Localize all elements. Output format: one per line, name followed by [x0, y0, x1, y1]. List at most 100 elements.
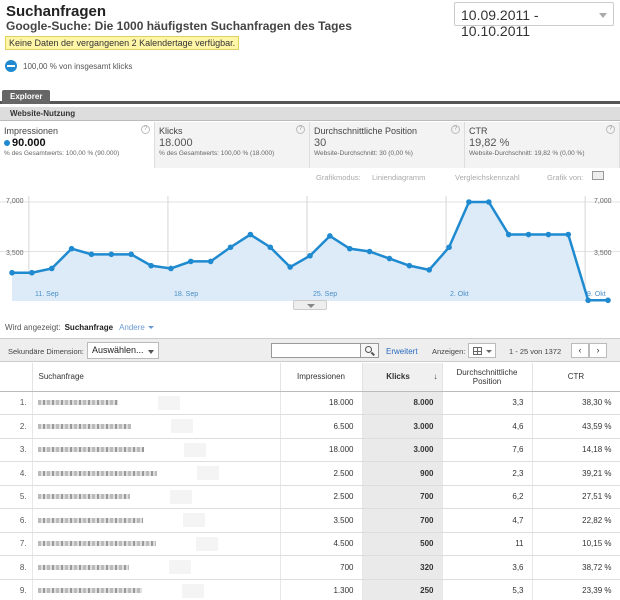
- row-ctr: 38,30 %: [532, 391, 620, 415]
- row-impressions: 1.300: [280, 579, 363, 600]
- compare-metric-select[interactable]: Vergleichskennzahl: [455, 173, 520, 182]
- row-impressions: 18.000: [280, 438, 363, 462]
- row-query[interactable]: [32, 391, 281, 415]
- metric-sub: % des Gesamtwerts: 100,00 % (18.000): [159, 150, 275, 157]
- help-icon[interactable]: ?: [141, 125, 150, 134]
- data-point: [346, 245, 353, 252]
- row-query[interactable]: [32, 508, 281, 533]
- next-page-button[interactable]: ›: [589, 343, 607, 358]
- subtab-website-usage[interactable]: Website-Nutzung: [0, 107, 620, 121]
- data-point: [168, 265, 174, 272]
- metric-scorecards: Impressionen 90.000 % des Gesamtwerts: 1…: [0, 122, 620, 168]
- date-range-value: 10.09.2011 - 10.10.2011: [461, 7, 539, 39]
- data-point: [426, 267, 433, 273]
- help-icon[interactable]: ?: [606, 125, 615, 134]
- data-point: [446, 244, 452, 251]
- page-subtitle: Google-Suche: Die 1000 häufigsten Suchan…: [6, 19, 352, 33]
- redacted-query-text: [37, 517, 143, 523]
- metric-sub: Website-Durchschnitt: 30 (0,00 %): [314, 150, 413, 157]
- row-ctr: 23,39 %: [532, 579, 620, 600]
- data-point: [486, 199, 492, 205]
- row-index: 6.: [0, 508, 33, 533]
- metric-clicks[interactable]: Klicks 18.000 % des Gesamtwerts: 100,00 …: [155, 122, 310, 168]
- col-query[interactable]: Suchanfrage: [32, 363, 281, 392]
- row-impressions: 4.500: [280, 532, 363, 556]
- metric-value: 90.000: [4, 137, 150, 149]
- row-avg-position: 4,6: [442, 414, 533, 439]
- x-tick-label: 18. Sep: [174, 291, 199, 298]
- y-tick-right-top: 7,000: [594, 198, 612, 205]
- graph-by-icon[interactable]: [592, 171, 604, 180]
- redacted-query-text: [37, 447, 144, 453]
- redacted-block: [157, 395, 180, 410]
- secondary-dimension-label: Sekundäre Dimension:: [8, 347, 84, 356]
- table-row[interactable]: 8. 700 320 3,6 38,72 %: [0, 555, 620, 580]
- graph-options: Grafikmodus: Liniendiagramm Vergleichske…: [0, 171, 620, 183]
- series-dot-icon: [4, 140, 10, 147]
- table-row[interactable]: 6. 3.500 700 4,7 22,82 %: [0, 508, 620, 533]
- help-icon[interactable]: ?: [451, 125, 460, 134]
- row-query[interactable]: [32, 438, 281, 462]
- row-query[interactable]: [32, 485, 281, 509]
- row-query[interactable]: [32, 579, 281, 600]
- graph-mode-select[interactable]: Liniendiagramm: [372, 173, 426, 182]
- col-ctr[interactable]: CTR: [532, 363, 620, 392]
- row-clicks: 900: [362, 461, 443, 486]
- table-row[interactable]: 1. 18.000 8.000 3,3 38,30 %: [0, 391, 620, 415]
- metric-ctr[interactable]: CTR 19,82 % Website-Durchschnitt: 19,82 …: [465, 122, 620, 168]
- table-row[interactable]: 2. 6.500 3.000 4,6 43,59 %: [0, 414, 620, 439]
- data-point: [525, 231, 532, 238]
- metric-impressions[interactable]: Impressionen 90.000 % des Gesamtwerts: 1…: [0, 122, 155, 168]
- table-row[interactable]: 4. 2.500 900 2,3 39,21 %: [0, 461, 620, 486]
- col-avg-position[interactable]: Durchschnittliche Position: [442, 363, 533, 392]
- chart: 7,000 3,500 7,000 3,500 11. Sep 18. Sep …: [0, 186, 620, 306]
- secondary-dimension-select[interactable]: Auswählen...: [87, 342, 159, 359]
- col-clicks[interactable]: Klicks ↓: [362, 363, 443, 392]
- chevron-down-icon: [599, 13, 607, 18]
- view-selector[interactable]: [468, 343, 496, 358]
- date-range-picker[interactable]: 10.09.2011 - 10.10.2011: [454, 2, 614, 39]
- tab-explorer[interactable]: Explorer: [2, 90, 51, 104]
- metric-value: 18.000: [159, 137, 193, 149]
- row-clicks: 500: [362, 532, 443, 556]
- data-point: [366, 248, 373, 255]
- table-row[interactable]: 7. 4.500 500 11 10,15 %: [0, 532, 620, 556]
- row-query[interactable]: [32, 461, 281, 486]
- redacted-block: [196, 466, 219, 481]
- row-query[interactable]: [32, 414, 281, 439]
- redacted-block: [182, 513, 205, 528]
- redacted-query-text: [37, 423, 131, 429]
- data-notice: Keine Daten der vergangenen 2 Kalenderta…: [5, 36, 240, 50]
- redacted-block: [168, 560, 191, 575]
- chart-collapse-button[interactable]: [293, 300, 327, 310]
- view-label: Anzeigen:: [432, 347, 466, 356]
- advanced-filter-link[interactable]: Erweitert: [386, 347, 418, 356]
- x-tick-label: 11. Sep: [35, 291, 59, 298]
- other-dimension-link[interactable]: Andere: [119, 323, 145, 332]
- metric-label: Impressionen: [4, 126, 59, 136]
- table-row[interactable]: 9. 1.300 250 5,3 23,39 %: [0, 579, 620, 600]
- table-row[interactable]: 3. 18.000 3.000 7,6 14,18 %: [0, 438, 620, 462]
- metric-avg-position[interactable]: Durchschnittliche Position 30 Website-Du…: [310, 122, 465, 168]
- y-tick-right-mid: 3,500: [594, 250, 612, 257]
- data-point: [605, 297, 611, 304]
- col-impressions[interactable]: Impressionen: [280, 363, 363, 392]
- row-ctr: 27,51 %: [532, 485, 620, 509]
- row-impressions: 3.500: [280, 508, 363, 533]
- prev-page-button[interactable]: ‹: [571, 343, 589, 358]
- help-icon[interactable]: ?: [296, 125, 305, 134]
- row-avg-position: 11: [442, 532, 533, 556]
- search-input[interactable]: [271, 343, 361, 358]
- y-tick-left-top: 7,000: [6, 198, 24, 205]
- tab-bar: Explorer: [0, 90, 620, 104]
- segment-indicator[interactable]: 100,00 % von insgesamt klicks: [5, 60, 132, 72]
- sort-down-arrow-icon: ↓: [433, 372, 438, 382]
- row-index: 3.: [0, 438, 33, 462]
- row-query[interactable]: [32, 555, 281, 580]
- search-button[interactable]: [361, 343, 379, 358]
- row-index: 5.: [0, 485, 33, 509]
- data-point: [48, 265, 55, 272]
- row-query[interactable]: [32, 532, 281, 556]
- row-avg-position: 5,3: [442, 579, 533, 600]
- table-row[interactable]: 5. 2.500 700 6,2 27,51 %: [0, 485, 620, 509]
